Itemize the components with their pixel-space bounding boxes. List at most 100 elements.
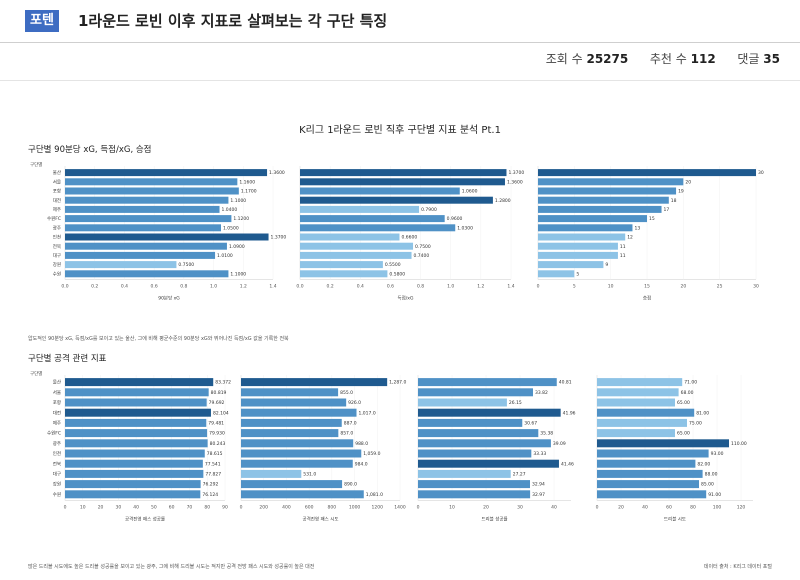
data-bar (597, 388, 679, 397)
data-bar (597, 429, 675, 438)
data-label: 988.0 (355, 441, 368, 447)
data-label: 1.3700 (271, 235, 287, 241)
data-label: 887.0 (344, 421, 357, 427)
data-bar (418, 480, 530, 489)
data-bar (300, 242, 414, 250)
data-bar (418, 378, 557, 387)
tick-label: 1.0 (447, 283, 454, 289)
data-label: 77.827 (205, 472, 221, 478)
data-bar (65, 233, 269, 241)
data-label: 1.1700 (241, 189, 257, 195)
tick-label: 0 (537, 283, 540, 289)
data-label: 76.124 (202, 492, 218, 498)
data-bar (538, 196, 669, 204)
tick-label: 120 (737, 504, 746, 510)
data-label: 1,059.0 (363, 451, 380, 457)
data-label: 1.3700 (508, 170, 524, 176)
data-label: 17 (664, 207, 670, 213)
team-label: 서울 (53, 178, 61, 185)
tick-label: 0 (417, 504, 420, 510)
panel-axis-title: 드리블 성공률 (481, 515, 507, 522)
post-header: 포텐 1라운드 로빈 이후 지표로 살펴보는 각 구단 특징 (0, 0, 800, 43)
data-label: 9 (605, 262, 608, 268)
data-bar (538, 233, 626, 241)
data-bar (300, 215, 445, 223)
data-bar (65, 187, 239, 195)
tick-label: 0.0 (61, 283, 68, 289)
data-bar (65, 388, 209, 397)
tick-label: 40 (642, 504, 648, 510)
data-bar (418, 418, 523, 427)
tick-label: 40 (133, 504, 139, 510)
data-bar (65, 270, 229, 278)
tick-label: 600 (305, 504, 314, 510)
tick-label: 10 (449, 504, 455, 510)
tick-label: 1.0 (210, 283, 217, 289)
data-bar (65, 242, 227, 250)
data-bar (300, 187, 460, 195)
section1-title: 구단별 90분당 xG, 득점/xG, 승점 (28, 144, 152, 155)
tick-label: 30 (753, 283, 759, 289)
data-label: 890.0 (344, 482, 357, 488)
tick-label: 400 (282, 504, 291, 510)
data-label: 12 (627, 235, 633, 241)
tick-label: 0.4 (121, 283, 128, 289)
data-label: 20 (685, 179, 691, 185)
data-label: 1,017.0 (359, 410, 376, 416)
tick-label: 60 (169, 504, 175, 510)
data-label: 855.0 (340, 390, 353, 396)
data-label: 0.7500 (415, 244, 431, 250)
data-label: 30 (758, 170, 764, 176)
team-label: 대전 (53, 409, 61, 416)
data-label: 35.38 (540, 431, 553, 437)
data-bar (241, 469, 302, 478)
tick-label: 1000 (349, 504, 361, 510)
data-label: 0.7900 (421, 207, 437, 213)
tick-label: 40 (551, 504, 557, 510)
tick-label: 1200 (372, 504, 384, 510)
data-label: 26.15 (509, 400, 522, 406)
data-bar (538, 261, 604, 269)
data-bar (65, 378, 214, 387)
data-label: 39.09 (553, 441, 566, 447)
panel-axis-title: 득점/xG (398, 294, 414, 301)
tick-label: 0.2 (327, 283, 334, 289)
data-label: 926.0 (348, 400, 361, 406)
tick-label: 0 (64, 504, 67, 510)
data-bar (65, 196, 229, 204)
tick-label: 20 (483, 504, 489, 510)
comments-label[interactable]: 댓글 (737, 52, 760, 66)
data-bar (241, 418, 342, 427)
tick-label: 15 (644, 283, 650, 289)
data-label: 13 (634, 225, 640, 231)
data-label: 27.27 (513, 472, 526, 478)
data-bar (597, 469, 703, 478)
data-bar (418, 388, 533, 397)
data-label: 1.1200 (233, 216, 249, 222)
team-label: 포항 (53, 188, 61, 195)
data-bar (241, 480, 343, 489)
data-bar (597, 378, 683, 387)
team-label: 서울 (53, 389, 61, 396)
tick-label: 100 (713, 504, 722, 510)
data-bar (418, 490, 531, 499)
tick-label: 0.6 (387, 283, 394, 289)
post-title: 1라운드 로빈 이후 지표로 살펴보는 각 구단 특징 (78, 12, 388, 30)
data-label: 1.1000 (230, 198, 246, 204)
data-label: 78.615 (207, 451, 223, 457)
tick-label: 200 (259, 504, 268, 510)
data-label: 1.3600 (507, 179, 523, 185)
data-label: 91.00 (708, 492, 721, 498)
data-label: 80.819 (211, 390, 227, 396)
data-bar (65, 480, 201, 489)
data-label: 0.7400 (414, 253, 430, 259)
data-label: 1.1600 (239, 179, 255, 185)
panel-axis-title: 승점 (643, 294, 651, 301)
data-bar (300, 205, 420, 213)
comments-count[interactable]: 35 (763, 52, 780, 66)
category-badge[interactable]: 포텐 (25, 10, 59, 32)
panel-axis-title: 90분당 xG (158, 294, 180, 301)
tick-label: 10 (80, 504, 86, 510)
views-count: 25275 (586, 52, 629, 66)
